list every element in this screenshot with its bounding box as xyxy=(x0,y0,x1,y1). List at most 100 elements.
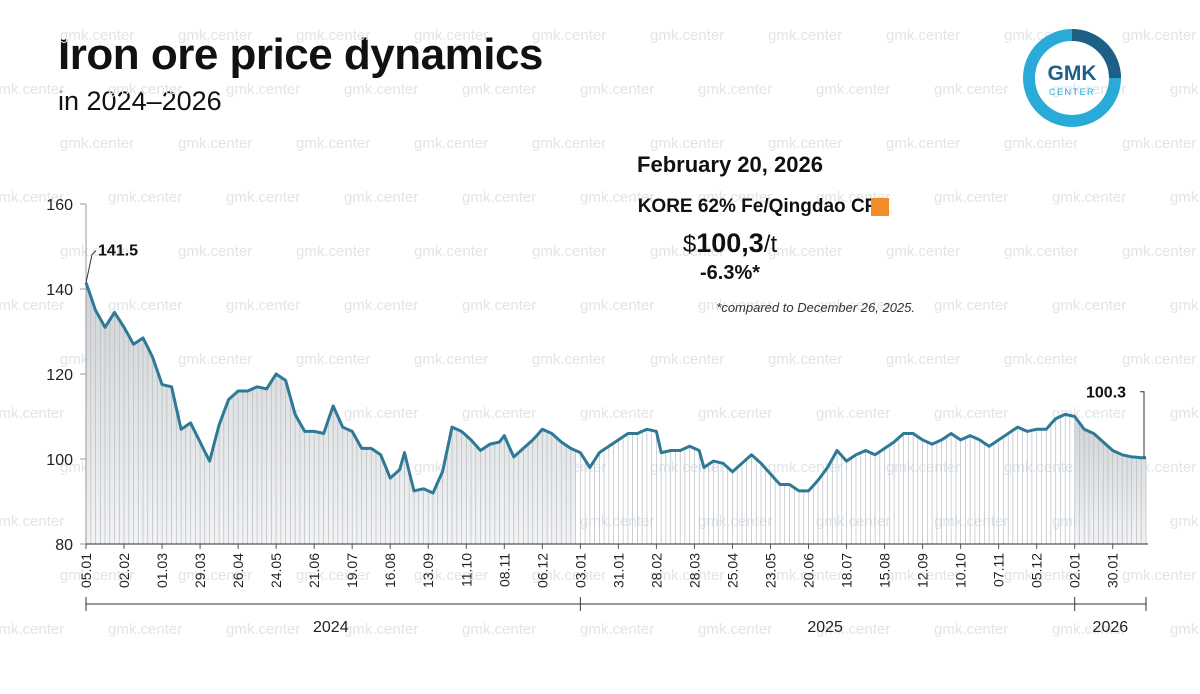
watermark-text: gmk.center xyxy=(0,189,64,206)
watermark-text: gmk.center xyxy=(108,621,182,638)
watermark-text: gmk.center xyxy=(532,243,606,260)
watermark-text: gmk.center xyxy=(650,27,724,44)
watermark-text: gmk.center xyxy=(1122,27,1196,44)
info-note: *compared to December 26, 2025. xyxy=(716,300,915,315)
chart-title: Iron ore price dynamics xyxy=(58,30,543,79)
watermark-text: gmk.center xyxy=(296,243,370,260)
info-change: -6.3%* xyxy=(699,262,761,284)
x-tick-label: 05.12 xyxy=(1029,553,1045,588)
watermark-text: gmk.center xyxy=(698,621,772,638)
watermark-text: gmk.center xyxy=(60,567,134,584)
watermark-text: gmk.center xyxy=(816,621,890,638)
watermark-text: gmk.center xyxy=(1052,621,1126,638)
axis-layer: 80 100 120 140 160 05.01 02.02 01.03 29.03 26.04 2… xyxy=(46,197,1148,636)
watermark-text: gmk.center xyxy=(1052,297,1126,314)
watermark-text: gmk.center xyxy=(296,567,370,584)
x-tick-label: 26.04 xyxy=(230,553,246,588)
watermark-text: gmk.center xyxy=(886,351,960,368)
y-tick-label: 100 xyxy=(46,452,73,469)
watermark-text: gmk.center xyxy=(886,243,960,260)
watermark-text: gmk.center xyxy=(698,189,772,206)
watermark-text: gmk.center xyxy=(886,27,960,44)
x-tick-label: 21.06 xyxy=(306,553,322,588)
x-tick-label: 05.01 xyxy=(78,553,94,588)
x-tick-label: 02.01 xyxy=(1067,553,1083,588)
watermark-text: gmk.center xyxy=(1170,621,1200,638)
x-tick-label: 28.02 xyxy=(648,553,664,588)
watermark-text: gmk.center xyxy=(934,189,1008,206)
watermark-text: gmk.center xyxy=(60,27,134,44)
watermark-text: gmk.center xyxy=(1004,243,1078,260)
watermark-text: gmk.center xyxy=(1052,189,1126,206)
y-tick-label: 80 xyxy=(55,537,73,554)
price-line-series xyxy=(84,282,1146,495)
watermark-text: gmk.center xyxy=(414,243,488,260)
x-tick-label: 20.06 xyxy=(801,553,817,588)
watermark-text: gmk.center xyxy=(414,135,488,152)
chart-subtitle: in 2024–2026 xyxy=(58,86,222,116)
watermark-text: gmk.center xyxy=(414,27,488,44)
y-tick-label: 140 xyxy=(46,282,73,299)
x-tick-label: 31.01 xyxy=(610,553,626,588)
watermark-text: gmk.center xyxy=(1122,351,1196,368)
watermark-text: gmk.center xyxy=(580,513,654,530)
watermark-text: gmk.center xyxy=(178,135,252,152)
watermark-text: gmk.center xyxy=(532,135,606,152)
watermark-text: gmk.center xyxy=(1170,513,1200,530)
area-2026 xyxy=(1074,416,1146,544)
watermark-text: gmk.center xyxy=(296,135,370,152)
watermark-layer: gmk.center gmk.center gmk.center gmk.center… xyxy=(0,27,1200,638)
x-tick-label: 15.08 xyxy=(877,553,893,588)
watermark-text: gmk.center xyxy=(768,135,842,152)
watermark-text: gmk.center xyxy=(462,81,536,98)
watermark-text: gmk.center xyxy=(532,27,606,44)
watermark-text: gmk.center xyxy=(226,297,300,314)
watermark-text: gmk.center xyxy=(0,81,64,98)
watermark-text: gmk.center xyxy=(768,351,842,368)
x-tick-label: 19.07 xyxy=(344,553,360,588)
watermark-text: gmk.center xyxy=(650,351,724,368)
watermark-text: gmk.center xyxy=(816,297,890,314)
watermark-text: gmk.center xyxy=(886,459,960,476)
watermark-text: gmk.center xyxy=(1170,189,1200,206)
watermark-text: gmk.center xyxy=(0,621,64,638)
watermark-text: gmk.center xyxy=(698,297,772,314)
watermark-text: gmk.center xyxy=(1122,135,1196,152)
watermark-text: gmk.center xyxy=(532,351,606,368)
watermark-text: gmk.center xyxy=(226,189,300,206)
watermark-text: gmk.center xyxy=(650,459,724,476)
watermark-text: gmk.center xyxy=(934,297,1008,314)
watermark-text: gmk.center xyxy=(226,81,300,98)
watermark-text: gmk.center xyxy=(580,189,654,206)
price-unit: /t xyxy=(763,231,778,258)
watermark-text: gmk.center xyxy=(178,351,252,368)
watermark-text: gmk.center xyxy=(108,81,182,98)
watermark-text: gmk.center xyxy=(462,189,536,206)
x-tick-label: 07.11 xyxy=(991,553,1007,587)
watermark-text: gmk.center xyxy=(886,135,960,152)
x-tick-label: 23.05 xyxy=(762,553,778,588)
watermark-text: gmk.center xyxy=(650,567,724,584)
year-label: 2025 xyxy=(807,619,843,636)
annotation-end-value: 100.3 xyxy=(1086,385,1126,402)
info-price: $100,3/t xyxy=(520,228,940,259)
logo-text-bottom: CENTER xyxy=(1049,87,1095,97)
x-tick-label: 10.10 xyxy=(953,553,969,588)
watermark-text: gmk.center xyxy=(1004,351,1078,368)
x-tick-label: 03.01 xyxy=(572,553,588,588)
watermark-text: gmk.center xyxy=(650,243,724,260)
watermark-text: gmk.center xyxy=(816,513,890,530)
watermark-text: gmk.center xyxy=(344,621,418,638)
watermark-text: gmk.center xyxy=(532,567,606,584)
watermark-text: gmk.center xyxy=(1170,81,1200,98)
watermark-text: gmk.center xyxy=(60,243,134,260)
watermark-text: gmk.center xyxy=(414,351,488,368)
year-label: 2024 xyxy=(313,619,349,636)
watermark-text: gmk.center xyxy=(178,243,252,260)
x-tick-label: 11.10 xyxy=(458,553,474,587)
gmk-center-logo: GMK CENTER xyxy=(1023,29,1121,127)
price-value: 100,3 xyxy=(696,228,764,258)
watermark-text: gmk.center xyxy=(108,189,182,206)
x-tick-label: 24.05 xyxy=(268,553,284,588)
